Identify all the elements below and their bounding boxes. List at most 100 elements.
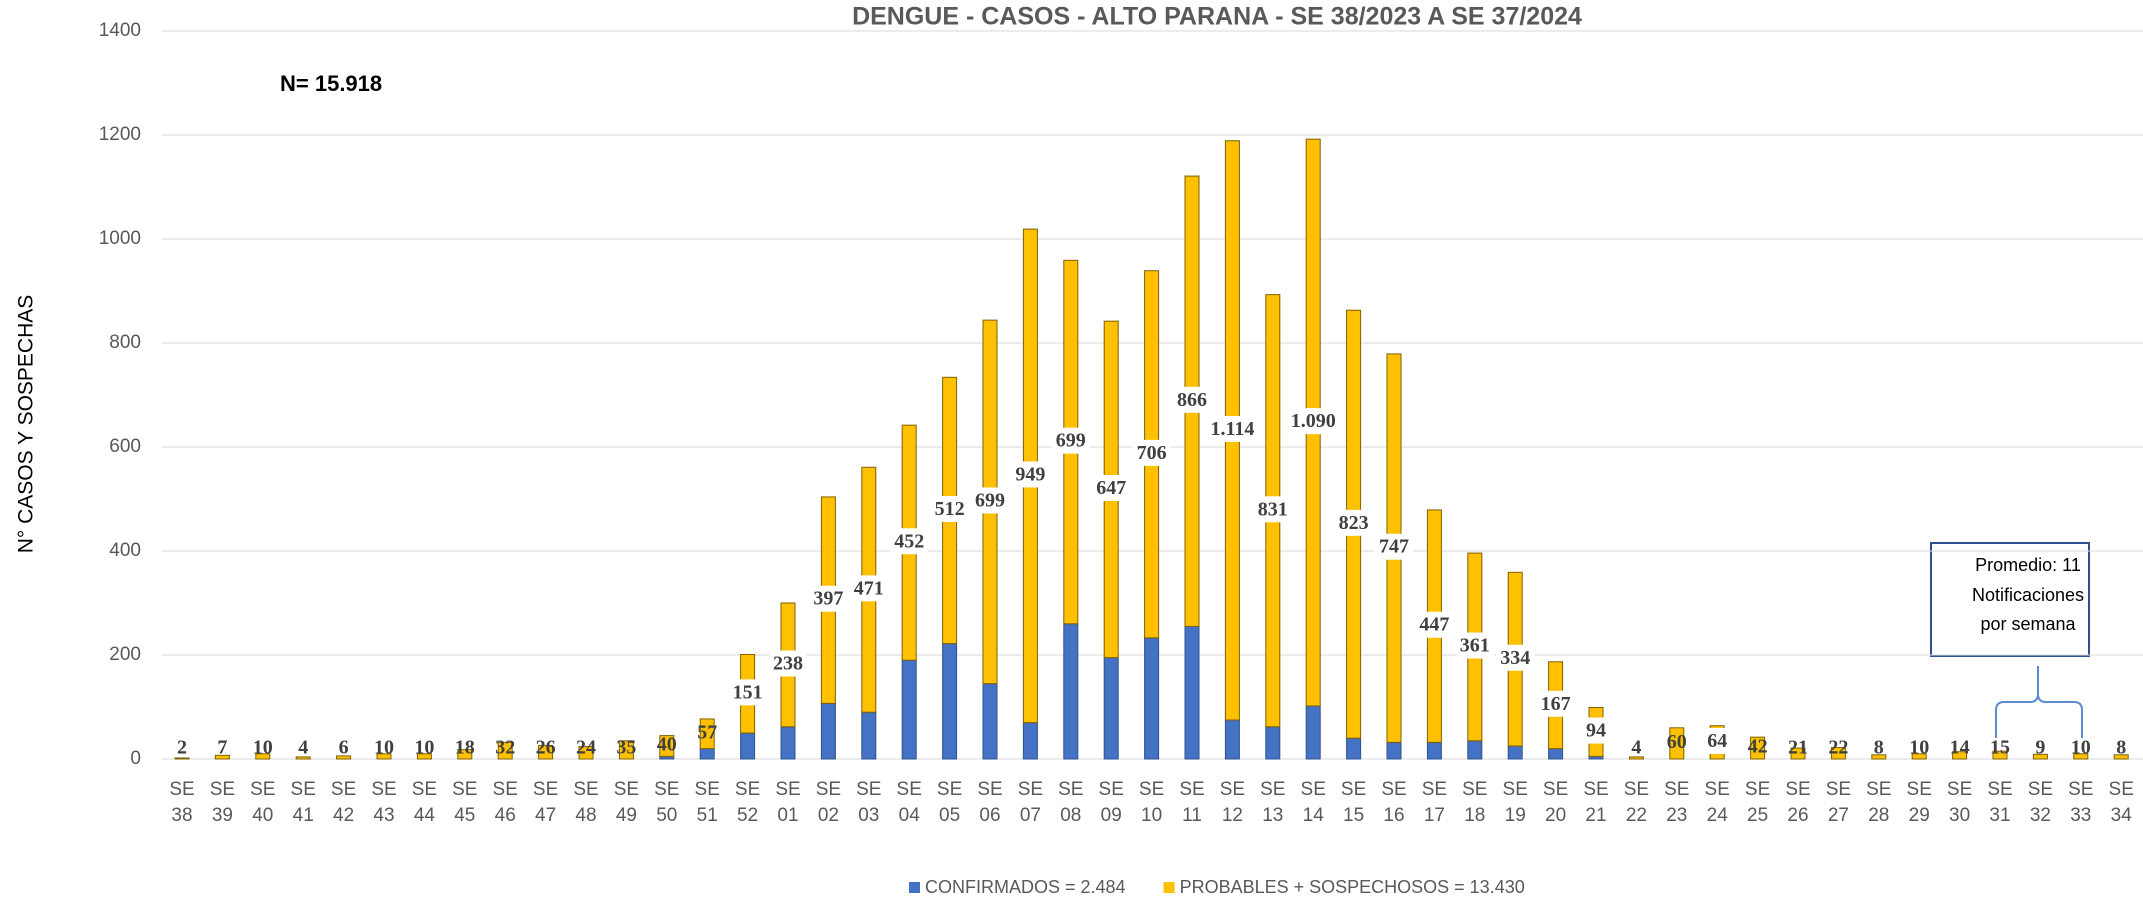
bar-segment bbox=[699, 748, 715, 760]
x-tick-label: SE 51 bbox=[695, 779, 720, 826]
x-tick-label: SE 47 bbox=[533, 779, 558, 826]
y-tick-label: 1000 bbox=[99, 228, 141, 249]
data-label: 64 bbox=[1707, 730, 1727, 752]
bar-segment bbox=[1265, 726, 1281, 760]
bar-segment bbox=[497, 741, 513, 760]
data-label-bg bbox=[1536, 690, 1575, 717]
data-label: 7 bbox=[217, 737, 227, 759]
bar-segment bbox=[1507, 745, 1523, 760]
bar-segment bbox=[1790, 747, 1806, 760]
x-tick-label: SE 50 bbox=[654, 779, 679, 826]
data-label-bg bbox=[971, 487, 1009, 514]
data-label: 94 bbox=[1586, 720, 1606, 742]
data-label: 151 bbox=[733, 681, 763, 703]
data-label: 167 bbox=[1541, 693, 1571, 715]
x-tick-label: SE 32 bbox=[2028, 779, 2053, 826]
bar-segment bbox=[578, 746, 594, 760]
chart-title: DENGUE - CASOS - ALTO PARANA - SE 38/202… bbox=[852, 3, 1582, 31]
x-tick-label: SE 12 bbox=[1220, 779, 1245, 826]
data-label-bg bbox=[1415, 611, 1454, 638]
x-tick-label: SE 31 bbox=[1987, 779, 2012, 826]
bar-segment bbox=[1628, 756, 1644, 760]
data-label: 57 bbox=[697, 721, 717, 743]
bar-segment bbox=[861, 711, 877, 760]
data-label: 8 bbox=[2116, 737, 2126, 759]
total-annotation: N= 15.918 bbox=[280, 71, 382, 96]
x-tick-label: SE 22 bbox=[1624, 779, 1649, 826]
x-tick-label: SE 11 bbox=[1179, 779, 1204, 826]
x-tick-label: SE 39 bbox=[210, 779, 235, 826]
x-tick-label: SE 34 bbox=[2109, 779, 2134, 826]
x-tick-label: SE 06 bbox=[977, 779, 1002, 826]
bar-segment bbox=[740, 732, 756, 760]
x-tick-label: SE 29 bbox=[1907, 779, 1932, 826]
data-label: 10 bbox=[1909, 737, 1929, 759]
data-label: 6 bbox=[339, 737, 349, 759]
data-label: 10 bbox=[2071, 737, 2091, 759]
data-label: 361 bbox=[1460, 635, 1490, 657]
x-tick-label: SE 15 bbox=[1341, 779, 1366, 826]
x-tick-label: SE 28 bbox=[1866, 779, 1891, 826]
y-tick-label: 0 bbox=[130, 748, 141, 769]
data-label: 8 bbox=[1874, 737, 1884, 759]
data-label: 4 bbox=[298, 737, 308, 759]
data-label: 512 bbox=[935, 498, 965, 520]
bar-segment bbox=[1224, 719, 1240, 760]
y-tick-label: 400 bbox=[109, 540, 141, 561]
bar-segment bbox=[1952, 751, 1968, 760]
x-tick-label: SE 27 bbox=[1826, 779, 1851, 826]
data-label-bg bbox=[1173, 386, 1211, 413]
bar-segment bbox=[1184, 625, 1200, 760]
legend-label: PROBABLES + SOSPECHOSOS = 13.430 bbox=[1180, 877, 1525, 897]
x-tick-label: SE 42 bbox=[331, 779, 356, 826]
data-label: 447 bbox=[1419, 614, 1449, 636]
bar-segment bbox=[1871, 754, 1887, 760]
bar-segment bbox=[376, 753, 392, 760]
bar-segment bbox=[2073, 753, 2089, 760]
bar-segment bbox=[820, 702, 836, 760]
bar-segment bbox=[982, 683, 998, 760]
note-box bbox=[1930, 542, 2090, 657]
y-tick-label: 200 bbox=[109, 644, 141, 665]
x-tick-label: SE 20 bbox=[1543, 779, 1568, 826]
legend-label: CONFIRMADOS = 2.484 bbox=[925, 877, 1126, 897]
bar-segment bbox=[1022, 722, 1038, 760]
x-tick-label: SE 26 bbox=[1785, 779, 1810, 826]
bar-segment bbox=[1992, 750, 2008, 760]
legend-swatch bbox=[909, 882, 920, 893]
data-label: 26 bbox=[536, 737, 556, 759]
data-label-bg bbox=[930, 496, 969, 523]
bar-segment bbox=[295, 756, 311, 760]
note-text: por semana bbox=[1980, 614, 2076, 634]
bar-segment bbox=[699, 718, 715, 750]
data-label: 35 bbox=[616, 737, 636, 759]
legend-swatch bbox=[1163, 882, 1175, 893]
data-label: 699 bbox=[1056, 430, 1086, 452]
data-label-bg bbox=[1582, 717, 1610, 744]
x-tick-label: SE 49 bbox=[614, 779, 639, 826]
data-label: 699 bbox=[975, 489, 1005, 511]
y-axis-label: N° CASOS Y SOSPECHAS bbox=[15, 295, 38, 554]
data-label-bg bbox=[849, 575, 888, 602]
x-tick-label: SE 44 bbox=[412, 779, 437, 826]
brace bbox=[1995, 666, 2083, 738]
bar-segment bbox=[1750, 736, 1766, 760]
data-label-bg bbox=[809, 585, 848, 612]
data-label: 9 bbox=[2035, 737, 2045, 759]
data-label: 15 bbox=[1990, 737, 2010, 759]
x-tick-label: SE 41 bbox=[291, 779, 316, 826]
bar-segment bbox=[1548, 748, 1564, 760]
y-tick-label: 1400 bbox=[99, 20, 141, 41]
data-label: 1.114 bbox=[1210, 418, 1254, 440]
data-label-bg bbox=[1206, 415, 1259, 442]
data-label: 10 bbox=[253, 737, 273, 759]
bar-segment bbox=[416, 753, 432, 760]
data-label: 42 bbox=[1748, 736, 1768, 758]
bar-segment bbox=[457, 749, 473, 760]
data-label: 334 bbox=[1500, 647, 1530, 669]
data-label-bg bbox=[1011, 461, 1050, 488]
data-label: 10 bbox=[374, 737, 394, 759]
x-tick-label: SE 45 bbox=[452, 779, 477, 826]
data-label-bg bbox=[890, 528, 929, 555]
